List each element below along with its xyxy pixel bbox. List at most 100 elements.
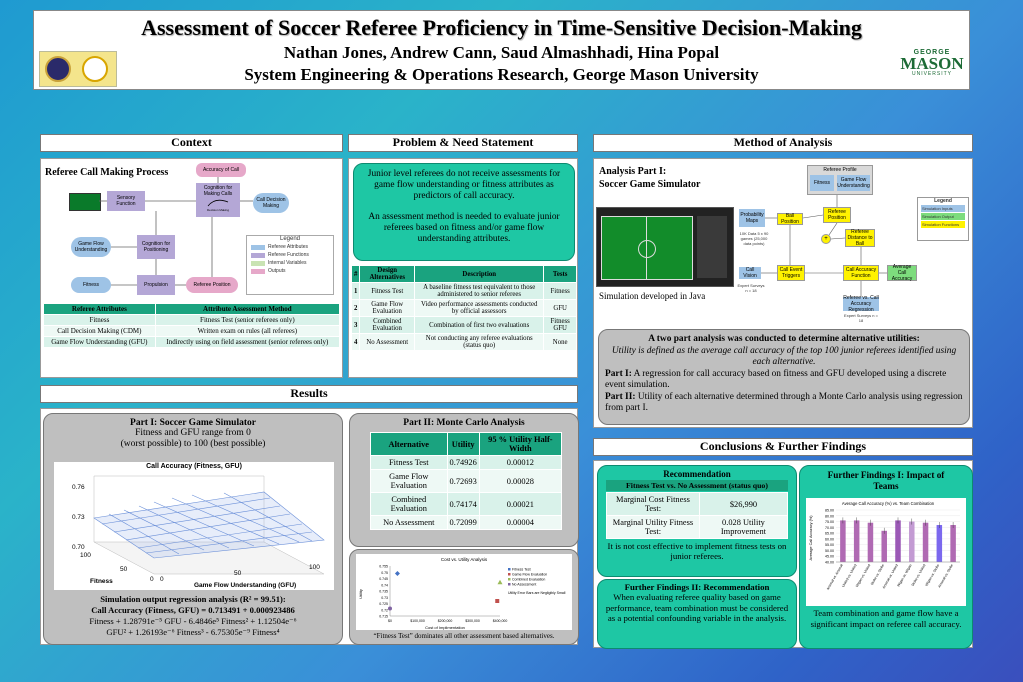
legend-label: Fitness Test [512, 568, 531, 572]
monte-carlo-row: Game Flow Evaluation 0.72693 0.00028 [370, 469, 563, 493]
table-cell: Call Decision Making (CDM) [43, 325, 156, 337]
table-cell: No Assessment [370, 515, 448, 530]
table-cell: Marginal Cost Fitness Test: [606, 492, 700, 516]
diagram-title: Referee Call Making Process [45, 167, 169, 178]
gmu-logo: GEORGE MASON UNIVERSITY [900, 49, 964, 77]
y-tick-label: 70.00 [825, 526, 834, 530]
y-tick-label: 0.73 [381, 596, 388, 600]
legend-label: No Assessment [512, 583, 536, 587]
y-tick-label: 80.00 [825, 514, 834, 518]
attributes-table: Referee Attributes Attribute Assessment … [43, 303, 341, 348]
simulator-screenshot [596, 207, 734, 287]
table-cell: 0.74174 [446, 492, 480, 516]
bar [895, 520, 901, 562]
legend-swatch [508, 568, 511, 571]
legend-label: Game Flow Evaluation [512, 573, 547, 577]
table-cell: Fitness [43, 314, 156, 326]
table-cell: Combination of first two evaluations [414, 316, 545, 334]
table-cell: No Assessment [359, 333, 416, 351]
call-accuracy-function: Call Accuracy Function [843, 265, 879, 281]
monte-carlo-row: Fitness Test 0.74926 0.00012 [370, 455, 563, 470]
recommendation-row: Marginal Cost Fitness Test: $26,990 [606, 492, 789, 516]
regression-equation: Simulation output regression analysis (R… [89, 594, 297, 637]
x-tick-label: $400,000 [493, 619, 508, 623]
method-panel: Analysis Part I: Soccer Game Simulator S… [593, 158, 973, 428]
y-tick-label: 0.74 [381, 583, 388, 587]
monte-carlo-table: Alternative Utility 95 % Utility Half-Wi… [370, 432, 563, 530]
y-tick-label: 45.00 [825, 555, 834, 559]
y-tick-label: 0.735 [379, 590, 388, 594]
table-cell: 0.00004 [478, 515, 563, 530]
method-legend: Legend Simulation Inputs Simulation Outp… [917, 197, 969, 241]
method-part-title: Analysis Part I: Soccer Game Simulator [599, 166, 701, 190]
cognition-pos-node: Cognition for Positioning [137, 235, 175, 259]
cognition-call-node: Cognition for Making Calls Decision Maki… [196, 183, 240, 217]
results-heading: Results [40, 385, 578, 403]
y-tick-label: 0.755 [379, 565, 388, 569]
y-tick-label: 75.00 [825, 520, 834, 524]
data-point [497, 579, 503, 585]
ball-position: Ball Position [777, 213, 803, 225]
table-cell: 3 [350, 316, 361, 334]
part2-box: Part II: Monte Carlo Analysis Alternativ… [349, 413, 579, 547]
table-cell: 0.00021 [478, 492, 563, 516]
table-cell: Fitness [543, 282, 577, 300]
alternative-row: 4 No Assessment Not conducting any referee… [350, 333, 577, 351]
call-event-triggers: Call Event Triggers [777, 265, 805, 281]
part1-box: Part I: Soccer Game Simulator Fitness an… [43, 413, 343, 645]
call-decision-node: Call Decision Making [253, 193, 289, 213]
table-cell: Fitness Test [370, 455, 448, 470]
table-cell: Video performance assessments conducted … [414, 299, 545, 317]
table-cell: Combined Evaluation [370, 492, 448, 516]
field-image [69, 193, 101, 211]
soccer-ball-logo [82, 56, 108, 82]
table-cell: Not conducting any referee evaluations (… [414, 333, 545, 351]
y-tick-label: 50.00 [825, 549, 834, 553]
table-cell: Fitness Test (senior referees only) [154, 314, 341, 326]
y-axis-label: Average Call Accuracy (%) [809, 515, 813, 561]
table-cell: 0.00012 [478, 455, 563, 470]
referee-vs-regression: Referee vs. Call Accuracy Regression [843, 295, 879, 313]
problem-heading: Problem & Need Statement [348, 134, 578, 152]
bar [950, 525, 956, 562]
fitness-node: Fitness [71, 277, 111, 293]
table-cell: Indirectly using on field assessment (se… [154, 336, 341, 348]
method-heading: Method of Analysis [593, 134, 973, 152]
monte-carlo-row: Combined Evaluation 0.74174 0.00021 [370, 492, 563, 516]
table-cell: Game Flow Understanding (GFU) [43, 336, 156, 348]
gfu-input: Game Flow Understanding [837, 175, 870, 191]
data-point [495, 599, 500, 603]
bar [881, 530, 887, 562]
x-tick-label: $300,000 [465, 619, 480, 623]
x-tick-label: $0 [388, 619, 392, 623]
rec-note: It is not cost effective to implement fi… [607, 541, 787, 561]
alternative-row: 1 Fitness Test A baseline fitness test equ… [350, 282, 577, 300]
y-tick-label: 0.715 [379, 615, 388, 619]
y-tick-label: 55.00 [825, 543, 834, 547]
table-cell: GFU [543, 299, 577, 317]
table-cell: Fitness GFU [543, 316, 577, 334]
data-point [394, 571, 400, 576]
rec-subheading: Fitness Test vs. No Assessment (status q… [606, 480, 788, 491]
problem-statement: Junior level referees do not receive ass… [353, 163, 575, 261]
simulation-flow-diagram: Referee Profile Fitness Game Flow Unders… [737, 163, 969, 323]
y-tick-label: 0.75 [381, 571, 388, 575]
context-panel: Referee Call Making Process Accuracy of … [40, 158, 343, 378]
propulsion-node: Propulsion [137, 275, 175, 295]
soccer-field [601, 216, 693, 280]
table-cell: 0.72099 [446, 515, 480, 530]
legend-swatch [508, 578, 511, 581]
legend-swatch [251, 268, 265, 274]
chart-title: Average Call Accuracy (%) vs. Team Combi… [842, 501, 935, 506]
table-cell: A baseline fitness test equivalent to th… [414, 282, 545, 300]
fitness-input: Fitness [810, 175, 834, 191]
legend-label: Referee Functions [268, 252, 309, 258]
category-label: Wigan vs. Stoke [924, 563, 940, 586]
table-cell: Marginal Utility Fitness Test: [606, 515, 700, 539]
alternatives-table: # Design Alternatives Description Tests … [350, 265, 577, 351]
category-label: Arsenal vs. Stoke [937, 563, 954, 588]
sim-caption: Simulation developed in Java [599, 291, 706, 301]
legend-items: Referee Attributes Referee Functions Inter… [247, 244, 333, 274]
results-panel: Part I: Soccer Game Simulator Fitness an… [40, 408, 579, 645]
table-cell: None [543, 333, 577, 351]
